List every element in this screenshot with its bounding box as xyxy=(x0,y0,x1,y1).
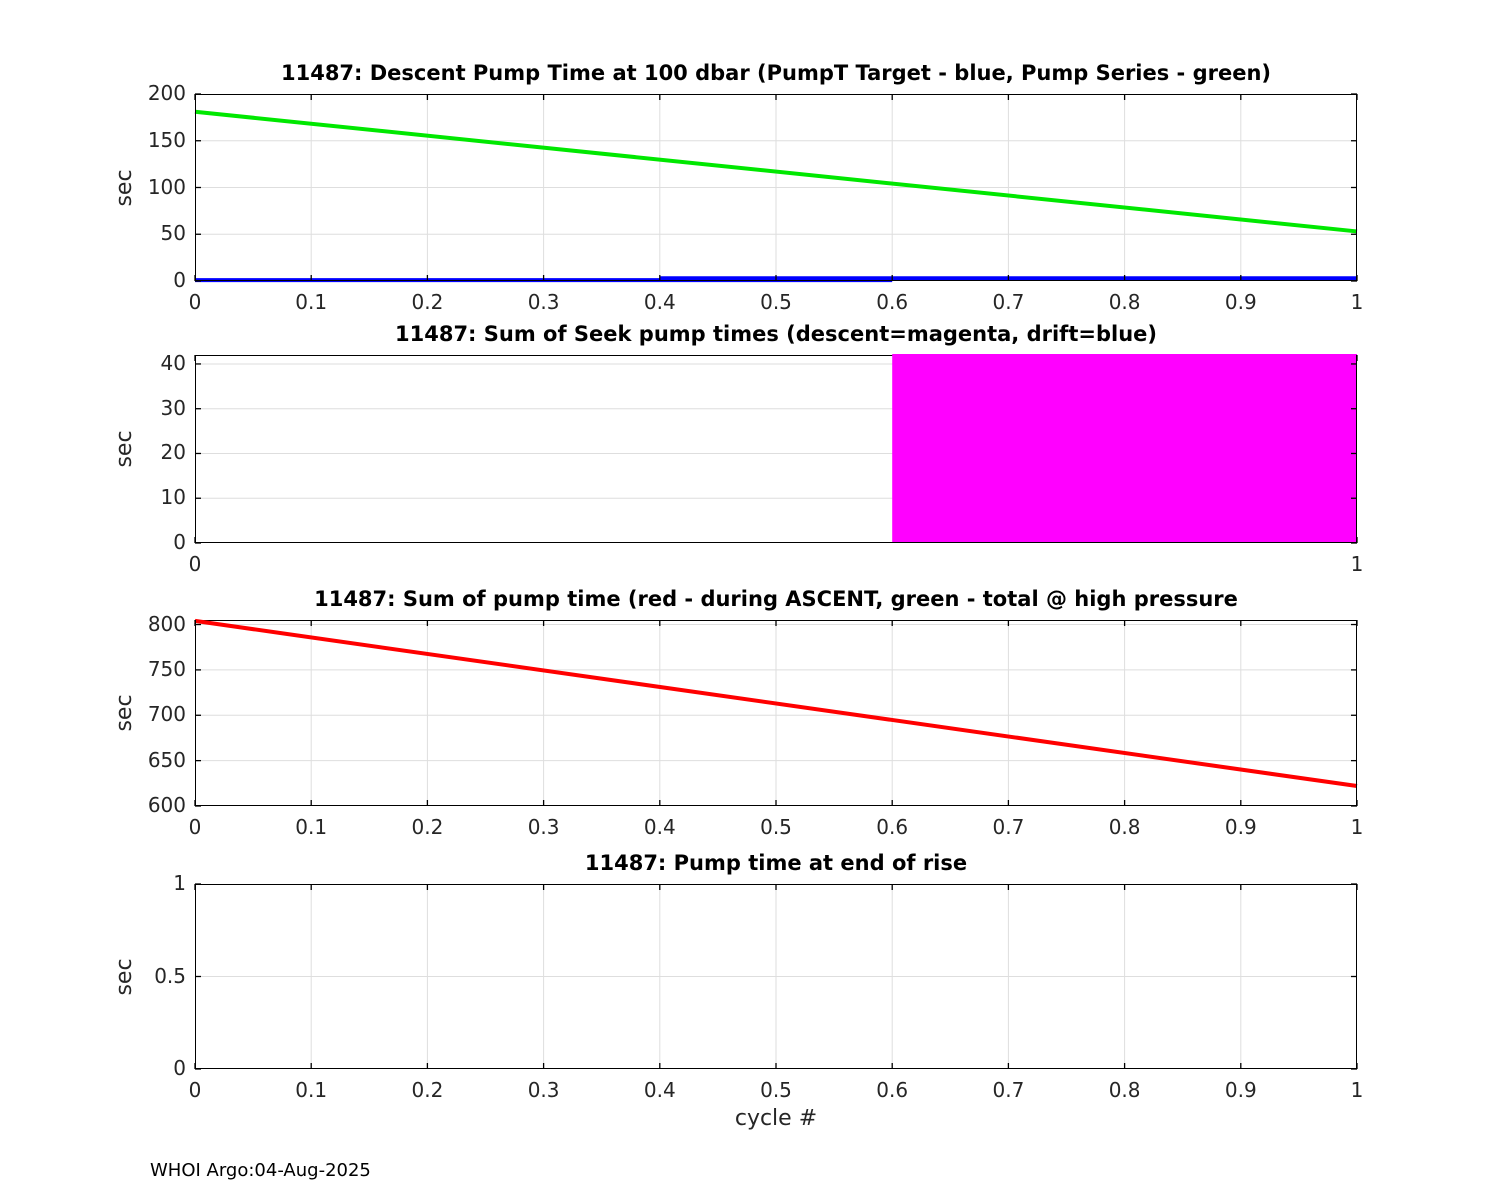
x-tick-label: 0.7 xyxy=(992,815,1025,839)
x-tick-label: 0.3 xyxy=(527,815,560,839)
plot-area xyxy=(194,93,1358,283)
x-tick-label: 1 xyxy=(1350,552,1364,576)
y-tick-label: 40 xyxy=(160,350,186,375)
x-tick-label: 0 xyxy=(188,552,202,576)
x-tick-label: 0.6 xyxy=(876,815,909,839)
y-tick-label: 150 xyxy=(147,127,186,152)
subplot-seek-pump-times: 11487: Sum of Seek pump times (descent=m… xyxy=(112,322,1363,576)
plot-area xyxy=(194,354,1358,544)
x-tick-label: 0.6 xyxy=(876,1078,909,1102)
subplot-descent-pump-time: 11487: Descent Pump Time at 100 dbar (Pu… xyxy=(112,61,1363,314)
y-tick-label: 800 xyxy=(147,611,186,636)
x-tick-label: 0 xyxy=(188,290,202,314)
x-tick-label: 0.1 xyxy=(295,290,328,314)
x-tick-label: 0.9 xyxy=(1224,815,1257,839)
y-tick-label: 700 xyxy=(147,702,186,727)
y-tick-label: 100 xyxy=(147,174,186,199)
y-tick-label: 30 xyxy=(160,395,186,420)
x-tick-label: 0 xyxy=(188,815,202,839)
y-tick-label: 750 xyxy=(147,656,186,681)
x-tick-label: 0.9 xyxy=(1224,1078,1257,1102)
x-tick-label: 0.5 xyxy=(760,290,792,314)
x-tick-label: 0.2 xyxy=(411,815,444,839)
x-tick-label: 0 xyxy=(188,1078,202,1102)
y-tick-label: 0 xyxy=(173,530,186,554)
x-tick-label: 0.8 xyxy=(1108,1078,1141,1102)
x-tick-label: 0.3 xyxy=(527,290,560,314)
subplot-2-title: 11487: Sum of Seek pump times (descent=m… xyxy=(395,322,1157,346)
y-tick-label: 0 xyxy=(173,268,186,292)
x-tick-label: 0.1 xyxy=(295,1078,328,1102)
x-tick-label: 1 xyxy=(1350,1078,1364,1102)
x-tick-label: 0.4 xyxy=(643,290,676,314)
x-axis-label: cycle # xyxy=(734,1106,818,1131)
y-tick-label: 0.5 xyxy=(154,963,186,988)
x-tick-label: 0.6 xyxy=(876,290,909,314)
subplot-sum-pump-time: 11487: Sum of pump time (red - during AS… xyxy=(112,587,1363,839)
subplot-pump-time-end-of-rise: 11487: Pump time at end of rise sec cycl… xyxy=(112,851,1363,1131)
subplot-4-title: 11487: Pump time at end of rise xyxy=(584,851,968,875)
y-tick-label: 50 xyxy=(160,221,186,246)
x-tick-label: 0.5 xyxy=(760,815,792,839)
x-tick-label: 0.8 xyxy=(1108,290,1141,314)
x-tick-label: 0.2 xyxy=(411,1078,444,1102)
x-tick-label: 1 xyxy=(1350,290,1364,314)
plot-area xyxy=(194,883,1358,1070)
x-tick-label: 1 xyxy=(1350,815,1364,839)
y-tick-label: 1 xyxy=(173,871,186,895)
subplot-3-title: 11487: Sum of pump time (red - during AS… xyxy=(314,587,1238,611)
y-tick-label: 600 xyxy=(147,793,186,817)
x-tick-label: 0.8 xyxy=(1108,815,1141,839)
x-tick-label: 0.3 xyxy=(527,1078,560,1102)
x-tick-label: 0.7 xyxy=(992,1078,1025,1102)
y-tick-label: 650 xyxy=(147,747,186,772)
x-tick-label: 0.2 xyxy=(411,290,444,314)
y-tick-label: 20 xyxy=(160,440,186,465)
x-tick-label: 0.4 xyxy=(643,1078,676,1102)
x-tick-label: 0.9 xyxy=(1224,290,1257,314)
figure-footer-stamp: WHOI Argo:04-Aug-2025 xyxy=(150,1160,371,1181)
x-tick-label: 0.4 xyxy=(643,815,676,839)
x-tick-label: 0.1 xyxy=(295,815,328,839)
y-tick-label: 10 xyxy=(160,485,186,510)
x-tick-label: 0.5 xyxy=(760,1078,792,1102)
subplot-1-title: 11487: Descent Pump Time at 100 dbar (Pu… xyxy=(280,61,1271,85)
y-tick-label: 200 xyxy=(147,81,186,105)
y-tick-label: 0 xyxy=(173,1056,186,1080)
plot-area xyxy=(194,618,1358,807)
x-tick-label: 0.7 xyxy=(992,290,1025,314)
